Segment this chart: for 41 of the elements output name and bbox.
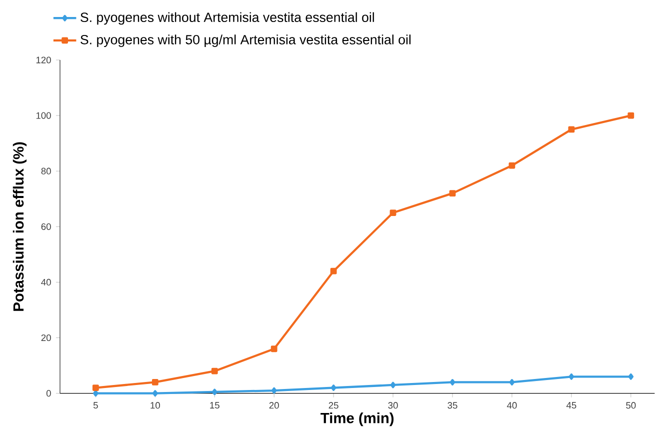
point — [509, 379, 515, 386]
point — [628, 112, 634, 119]
x-tick-label: 50 — [626, 402, 636, 409]
point — [152, 379, 158, 386]
point — [152, 390, 158, 397]
x-tick-label: 30 — [388, 402, 398, 409]
x-tick-label: 5 — [93, 402, 98, 409]
point — [628, 373, 634, 380]
x-tick-label: 10 — [150, 402, 160, 409]
point — [211, 368, 218, 374]
point — [93, 390, 98, 397]
point — [568, 373, 574, 380]
y-tick-label: 20 — [41, 334, 51, 342]
x-axis-title: Time (min) — [320, 412, 394, 426]
y-tick-label: 100 — [36, 112, 51, 119]
point — [390, 382, 396, 388]
y-tick-label: 40 — [41, 278, 51, 286]
point — [270, 346, 278, 352]
y-axis-title: Potassium ion efflux (%) — [12, 142, 27, 311]
y-tick-label: 60 — [41, 223, 51, 230]
x-tick-label: 20 — [269, 402, 279, 409]
point — [271, 387, 277, 394]
point — [508, 162, 516, 169]
point — [92, 384, 99, 391]
x-tick-label: 15 — [210, 402, 220, 409]
legend-label: S. pyogenes without Artemisia vestita essential oil — [80, 12, 374, 25]
y-tick-label: 0 — [46, 390, 51, 397]
y-tick-label: 80 — [41, 168, 51, 174]
point — [449, 190, 456, 197]
point — [330, 384, 336, 391]
point — [390, 210, 396, 216]
point — [568, 126, 575, 133]
x-tick-label: 25 — [328, 402, 338, 409]
point — [330, 268, 337, 274]
point — [450, 379, 456, 386]
point — [212, 388, 218, 396]
y-tick-label: 120 — [36, 56, 51, 64]
x-tick-label: 35 — [448, 402, 458, 409]
x-tick-label: 45 — [566, 402, 576, 409]
legend-label: S. pyogenes with 50 µg/ml Artemisia vestita essential oil — [80, 34, 411, 48]
x-tick-label: 40 — [506, 402, 517, 409]
